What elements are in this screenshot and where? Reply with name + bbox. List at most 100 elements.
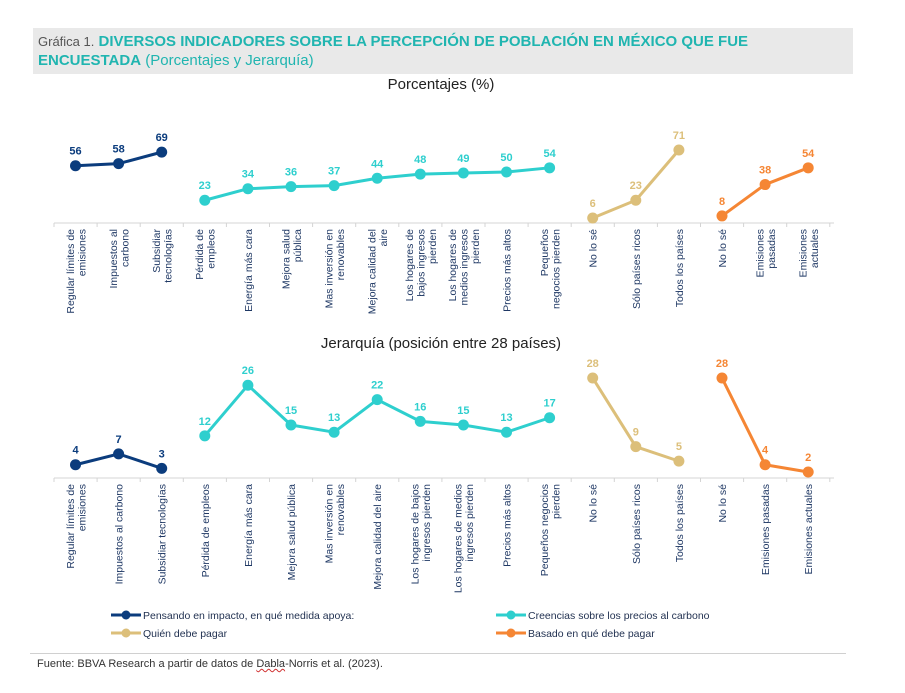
- data-point: [457, 419, 469, 431]
- x-tick-label: renovables: [335, 229, 347, 280]
- data-point: [673, 455, 685, 467]
- data-point: [501, 426, 512, 438]
- series-line: [720, 377, 809, 474]
- data-point: [113, 158, 125, 170]
- data-label: 17: [543, 398, 555, 410]
- title-main: DIVERSOS INDICADORES SOBRE LA PERCEPCIÓN…: [98, 33, 749, 50]
- data-point: [242, 183, 254, 195]
- x-tick-label: pública: [292, 229, 304, 262]
- legend-marker-icon: [121, 610, 131, 620]
- data-label: 8: [719, 196, 725, 208]
- x-tick-label: No lo sé: [588, 484, 600, 523]
- x-tick-label: Pérdida de empleos: [200, 484, 212, 577]
- data-label: 4: [762, 445, 769, 457]
- x-tick-label: Pequeños negocios: [539, 484, 551, 576]
- data-label: 36: [285, 167, 297, 179]
- data-point: [457, 167, 469, 179]
- x-tick-label: Emisiones: [754, 229, 766, 277]
- data-point: [716, 210, 728, 222]
- x-tick-label: Pérdida de: [194, 229, 206, 280]
- x-tick-label: Todos los países: [674, 484, 686, 562]
- title-suffix: (Porcentajes y Jerarquía): [145, 52, 314, 69]
- x-tick-label: Los hogares de: [447, 229, 459, 302]
- source-text-end: -Norris et al. (2023).: [285, 658, 383, 670]
- x-tick-label: No lo sé: [717, 229, 729, 268]
- figure-title: Gráfica 1. DIVERSOS INDICADORES SOBRE LA…: [33, 28, 853, 74]
- legend-label: Creencias sobre los precios al carbono: [528, 610, 710, 622]
- chart-title-porcentajes: Porcentajes (%): [388, 76, 495, 93]
- data-point: [544, 162, 556, 174]
- data-point: [156, 462, 168, 474]
- data-point: [199, 194, 211, 206]
- x-tick-label: tecnologías: [162, 229, 174, 283]
- data-label: 54: [802, 148, 815, 160]
- data-label: 48: [414, 154, 426, 166]
- figure-number: Gráfica 1.: [38, 34, 95, 49]
- x-tick-label: Precios más altos: [502, 484, 514, 567]
- data-point: [759, 179, 771, 191]
- data-point: [199, 430, 211, 442]
- data-point: [371, 394, 383, 406]
- x-tick-label: Mas inversión en: [323, 229, 335, 309]
- data-label: 69: [156, 132, 168, 144]
- x-tick-label: Los hogares de medios: [453, 484, 465, 593]
- data-label: 71: [673, 130, 685, 142]
- x-tick-label: emisiones: [76, 229, 88, 276]
- legend-item: Basado en qué debe pagar: [496, 628, 655, 640]
- x-tick-label: pierden: [427, 229, 439, 264]
- x-tick-label: emisiones: [76, 484, 88, 531]
- legend-marker-icon: [121, 628, 131, 638]
- legend-label: Pensando en impacto, en qué medida apoya…: [143, 610, 354, 622]
- x-tick-label: Regular límites de: [65, 229, 77, 314]
- chart-title-jerarquia: Jerarquía (posición entre 28 países): [321, 335, 561, 352]
- chart-jerarquia: Regular límites de emisiones Impuestos al …: [53, 358, 834, 593]
- x-tick-label: Subsidiar: [151, 229, 163, 273]
- data-point: [716, 372, 728, 384]
- x-tick-label: Subsidiar tecnologías: [157, 484, 169, 584]
- data-label: 49: [457, 153, 469, 165]
- data-label: 34: [242, 169, 255, 181]
- title-line-2: ENCUESTADA (Porcentajes y Jerarquía): [38, 51, 853, 70]
- legend-label: Basado en qué debe pagar: [528, 628, 655, 640]
- data-point: [587, 372, 599, 384]
- legend-label: Quién debe pagar: [143, 628, 228, 640]
- data-label: 38: [759, 165, 771, 177]
- x-tick-label: carbono: [119, 229, 131, 267]
- x-tick-label: No lo sé: [588, 229, 600, 268]
- data-label: 6: [590, 198, 596, 210]
- x-tick-label: Emisiones actuales: [803, 484, 815, 574]
- x-tick-label: Pequeños: [539, 229, 551, 276]
- x-tick-label: Impuestos al carbono: [114, 484, 126, 585]
- source-text: Fuente: BBVA Research a partir de datos …: [37, 658, 257, 670]
- data-label: 56: [69, 146, 81, 158]
- data-label: 15: [457, 405, 469, 417]
- data-point: [156, 146, 168, 158]
- x-tick-label: Todos los países: [674, 229, 686, 307]
- x-tick-label: Energía más cara: [243, 229, 255, 312]
- data-point: [113, 448, 125, 460]
- data-label: 3: [159, 448, 165, 460]
- data-point: [630, 194, 642, 206]
- data-point: [802, 162, 814, 174]
- x-tick-label: Mejora salud pública: [286, 484, 298, 580]
- data-label: 50: [500, 152, 512, 164]
- data-point: [242, 379, 254, 391]
- x-tick-label: Energía más cara: [243, 484, 255, 567]
- data-label: 4: [72, 445, 79, 457]
- legend-item: Quién debe pagar: [111, 628, 228, 640]
- data-point: [285, 181, 297, 193]
- source-flagged-word: Dabla: [256, 658, 286, 670]
- data-point: [371, 172, 383, 184]
- legend-item: Pensando en impacto, en qué medida apoya…: [111, 610, 354, 622]
- x-tick-label: empleos: [206, 229, 218, 269]
- data-point: [328, 426, 340, 438]
- x-tick-label: Sólo países ricos: [631, 484, 643, 564]
- legend-marker-icon: [506, 628, 516, 638]
- source-divider: [30, 653, 846, 654]
- series-line: [203, 383, 551, 437]
- source-note: Fuente: BBVA Research a partir de datos …: [37, 658, 383, 670]
- data-point: [414, 415, 426, 427]
- x-tick-label: renovables: [335, 484, 347, 535]
- data-label: 28: [587, 358, 599, 370]
